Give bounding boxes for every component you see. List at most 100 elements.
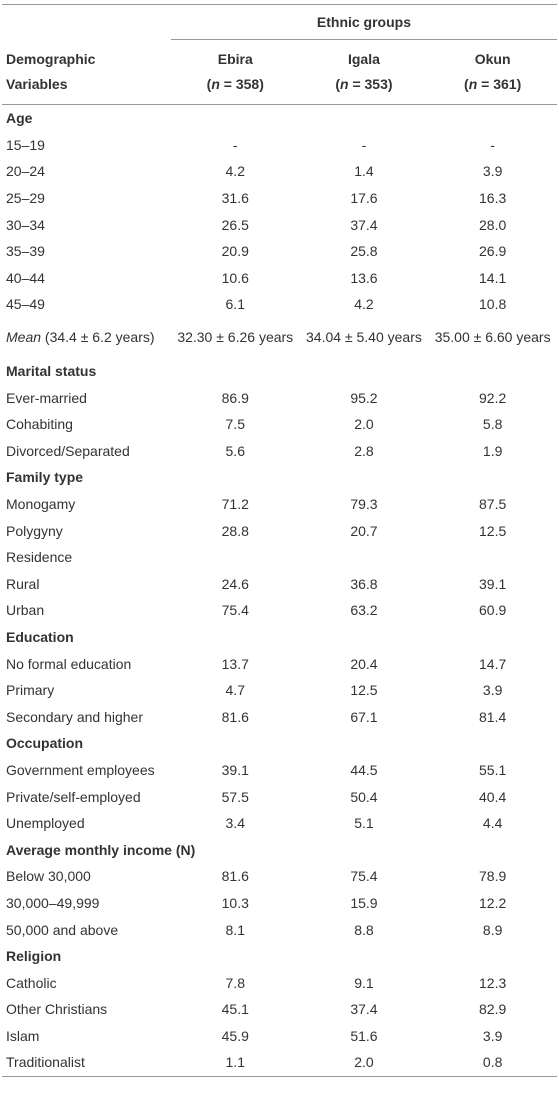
- data-row: Residence: [2, 544, 557, 571]
- row-label-text: 20–24: [6, 163, 45, 180]
- data-row: 35–39 20.9 25.8 26.9: [2, 238, 557, 265]
- value-cell: 75.4: [221, 602, 249, 619]
- section-row: Average monthly income (N): [2, 836, 557, 863]
- row-label-text: 40–44: [6, 269, 45, 286]
- row-label: Urban: [2, 597, 171, 624]
- value-cell: 10.8: [479, 296, 507, 313]
- value-cell: 4.7: [225, 682, 245, 699]
- row-label-text: Government employees: [6, 761, 155, 778]
- row-label: Monogamy: [2, 491, 171, 518]
- data-row: No formal education 13.7 20.4 14.7: [2, 650, 557, 677]
- section-label: Age: [6, 110, 33, 127]
- value-cell: 14.7: [479, 655, 507, 672]
- row-label: 25–29: [2, 185, 171, 212]
- table-body: Age 15–19 - - - 20–24 4.2 1.4 3.9 25–29 31.6 17.6 16…: [2, 105, 557, 1077]
- value-cell: 87.5: [479, 496, 507, 513]
- data-row: 15–19 - - -: [2, 132, 557, 159]
- row-label-text: Divorced/Separated: [6, 442, 130, 459]
- row-label-text: (34.4 ± 6.2 years): [41, 329, 155, 346]
- section-label: Education: [6, 628, 74, 645]
- data-row: Mean (34.4 ± 6.2 years) 32.30 ± 6.26 year…: [2, 318, 557, 358]
- row-label: Islam: [2, 1023, 171, 1050]
- data-row: 40–44 10.6 13.6 14.1: [2, 265, 557, 292]
- n-var: n: [340, 76, 349, 92]
- value-cell: 32.30 ± 6.26 years: [177, 329, 294, 346]
- value-cell: 28.8: [221, 522, 249, 539]
- n-rest: = 361): [477, 76, 522, 92]
- header-row: Demographic Variables Ebira (n = 358) Igal…: [2, 39, 557, 105]
- row-label: Secondary and higher: [2, 703, 171, 730]
- value-cell: 9.1: [354, 974, 374, 991]
- section-label: Religion: [6, 948, 62, 965]
- data-row: Unemployed 3.4 5.1 4.4: [2, 810, 557, 837]
- row-label-text: 15–19: [6, 136, 45, 153]
- value-cell: 8.9: [482, 921, 503, 938]
- value-cell: 78.9: [479, 868, 507, 885]
- value-cell: 26.9: [479, 243, 507, 260]
- row-label: Primary: [2, 677, 171, 704]
- value-cell: 2.0: [354, 416, 374, 433]
- data-row: Divorced/Separated 5.6 2.8 1.9: [2, 438, 557, 465]
- value-cell: 3.9: [482, 682, 503, 699]
- value-cell: 12.2: [479, 894, 507, 911]
- value-cell: 1.4: [354, 163, 374, 180]
- value-cell: 81.6: [221, 868, 249, 885]
- value-cell: 13.6: [350, 269, 378, 286]
- value-cell: 5.6: [225, 442, 245, 459]
- value-cell: 5.1: [354, 815, 374, 832]
- row-label: Ever-married: [2, 384, 171, 411]
- row-label-text: Traditionalist: [6, 1054, 85, 1071]
- data-row: 30–34 26.5 37.4 28.0: [2, 211, 557, 238]
- data-row: Ever-married 86.9 95.2 92.2: [2, 384, 557, 411]
- row-label-em: Mean: [6, 329, 42, 346]
- value-cell: 5.8: [482, 416, 503, 433]
- column-n: (n = 358): [175, 72, 296, 97]
- section-row: Religion: [2, 943, 557, 970]
- value-cell: 20.4: [350, 655, 378, 672]
- value-cell: 1.9: [482, 442, 503, 459]
- row-label-text: 35–39: [6, 243, 45, 260]
- data-row: 50,000 and above 8.1 8.8 8.9: [2, 916, 557, 943]
- column-name: Ebira: [217, 51, 253, 67]
- value-cell: 10.3: [221, 894, 249, 911]
- section-label: Average monthly income (N): [6, 841, 196, 858]
- data-row: Cohabiting 7.5 2.0 5.8: [2, 411, 557, 438]
- value-cell: 39.1: [221, 761, 249, 778]
- value-cell: 82.9: [479, 1001, 507, 1018]
- value-cell: 13.7: [221, 655, 249, 672]
- row-label-text: Primary: [6, 682, 55, 699]
- n-open: (: [206, 76, 212, 92]
- value-cell: 7.5: [225, 416, 245, 433]
- data-row: Government employees 39.1 44.5 55.1: [2, 757, 557, 784]
- value-cell: 20.7: [350, 522, 378, 539]
- value-cell: 2.0: [354, 1054, 374, 1071]
- value-cell: 2.8: [354, 442, 374, 459]
- value-cell: 81.4: [479, 708, 507, 725]
- n-var: n: [211, 76, 220, 92]
- value-cell: 67.1: [350, 708, 378, 725]
- value-cell: 14.1: [479, 269, 507, 286]
- column-name: Igala: [347, 51, 380, 67]
- value-cell: 3.9: [482, 1027, 503, 1044]
- value-cell: 6.1: [225, 296, 245, 313]
- row-label: 40–44: [2, 265, 171, 292]
- value-cell: 44.5: [350, 761, 378, 778]
- value-cell: 34.04 ± 5.40 years: [306, 329, 422, 346]
- data-row: Urban 75.4 63.2 60.9: [2, 597, 557, 624]
- row-label: 20–24: [2, 158, 171, 185]
- value-cell: 15.9: [350, 894, 378, 911]
- column-header: Ebira (n = 358): [170, 39, 300, 105]
- empty-cell: [2, 5, 171, 40]
- value-cell: 4.2: [354, 296, 374, 313]
- data-row: Private/self-employed 57.5 50.4 40.4: [2, 783, 557, 810]
- value-cell: 39.1: [479, 575, 507, 592]
- value-cell: 35.00 ± 6.60 years: [434, 329, 551, 346]
- value-cell: 1.1: [225, 1054, 245, 1071]
- row-label-text: Monogamy: [6, 496, 76, 513]
- data-row: Monogamy 71.2 79.3 87.5: [2, 491, 557, 518]
- data-row: Other Christians 45.1 37.4 82.9: [2, 996, 557, 1023]
- column-header: Igala (n = 353): [299, 39, 429, 105]
- column-name: Okun: [474, 51, 511, 67]
- value-cell: 26.5: [221, 216, 249, 233]
- section-label: Family type: [6, 469, 84, 486]
